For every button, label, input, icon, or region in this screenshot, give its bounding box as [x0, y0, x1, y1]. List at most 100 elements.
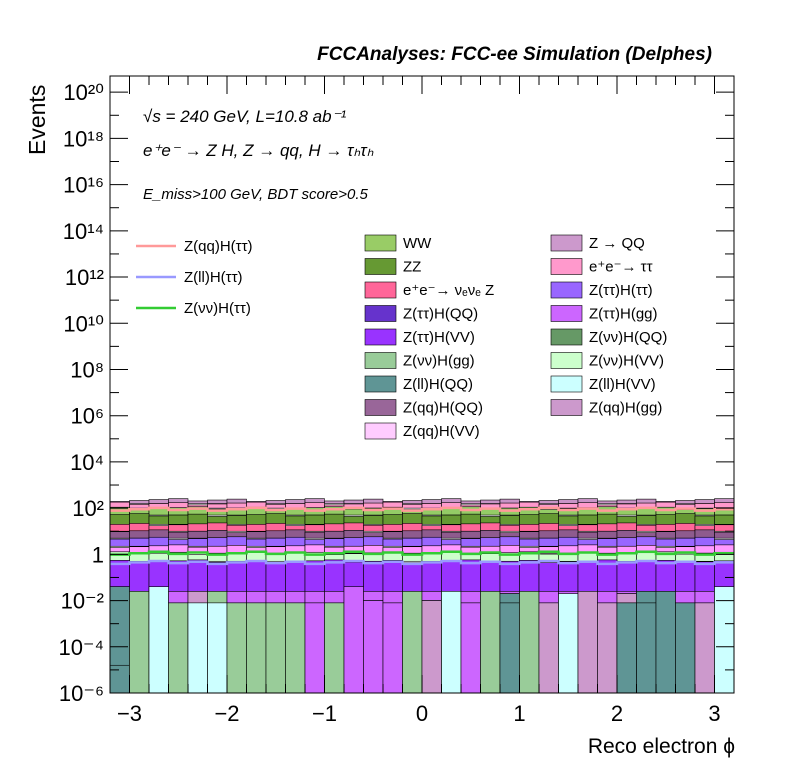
stack-bar [694, 536, 715, 547]
stack-bar [480, 591, 501, 694]
legend-label: Z(ττ)H(ττ) [589, 282, 653, 299]
stack-bar [460, 530, 481, 539]
y-tick-label: 10¹⁸ [63, 126, 104, 151]
stack-bar [616, 561, 637, 592]
stack-bar [109, 531, 130, 539]
annotation-cuts: E_miss>100 GeV, BDT score>0.5 [143, 186, 368, 203]
stack-bar [226, 524, 247, 532]
stack-bar [324, 523, 345, 532]
y-tick-label: 10⁻⁴ [58, 635, 104, 660]
stack-bar [363, 536, 384, 547]
y-tick-label: 10⁶ [70, 404, 104, 429]
stack-bar [519, 531, 540, 539]
stack-bar [304, 514, 325, 525]
stack-bar [168, 602, 189, 694]
x-tick-label: −3 [117, 701, 142, 726]
stack-bar [558, 536, 579, 547]
stack-bar [460, 523, 481, 532]
stack-bar [402, 546, 423, 554]
stack-bar [265, 553, 286, 562]
y-tick-label: 10¹⁰ [63, 311, 104, 336]
stack-bar [363, 502, 384, 509]
chart-title: FCCAnalyses: FCC-ee Simulation (Delphes) [317, 44, 712, 65]
stack-bar [636, 602, 657, 694]
stack-bar [519, 524, 540, 532]
annotation-energy: √s = 240 GeV, L=10.8 ab⁻¹ [143, 107, 347, 126]
stack-bar [246, 591, 267, 604]
stack-bar [480, 499, 501, 504]
stack-bar [655, 524, 676, 532]
y-axis-label: Events [24, 85, 50, 155]
stack-bar [187, 602, 208, 694]
legend-label: Z(qq)H(gg) [589, 400, 662, 417]
x-axis-label: Reco electron ϕ [588, 735, 735, 758]
stack-bar [109, 538, 130, 547]
legend-label: e⁺e⁻→ νₑνₑ Z [403, 282, 494, 299]
legend-fill-swatch [550, 281, 583, 299]
stack-bar [226, 560, 247, 592]
stack-bar [343, 508, 364, 516]
legend-label: Z(ll)H(QQ) [403, 376, 473, 393]
stack-bar [675, 562, 696, 592]
stack-bar [363, 515, 384, 525]
stack-bar [460, 538, 481, 547]
stack-bar [577, 514, 598, 525]
stack-bar [168, 524, 189, 532]
stack-bar [421, 529, 442, 539]
legend-fill-swatch [364, 399, 397, 416]
x-tick-label: 1 [513, 701, 525, 726]
stack-bar [187, 559, 208, 592]
stack-bar [402, 523, 423, 532]
stack-bar [246, 538, 267, 547]
stack-bar [324, 538, 345, 547]
stack-bar [675, 602, 696, 694]
stack-bar [441, 524, 462, 532]
stack-bar [636, 560, 657, 592]
y-tick-label: 10¹⁴ [63, 219, 104, 244]
stack-bar [324, 506, 345, 516]
stack-bar [109, 551, 130, 562]
stack-bar [460, 591, 481, 604]
stack-bar [694, 499, 715, 504]
stack-bar [694, 503, 715, 509]
stack-bar [499, 524, 520, 532]
stack-bar [148, 529, 169, 539]
stack-bar [285, 536, 306, 547]
stack-bar [675, 513, 696, 525]
stack-bar [538, 500, 559, 504]
plot-area: −3 −2 −1 0 1 2 3 10⁻⁶ 10⁻⁴ 10⁻² 1 10² 10⁴ 10⁶ 10⁸ 10¹⁰ 1… [58, 75, 735, 726]
stacked-histogram [109, 498, 735, 694]
y-tick-label: 10⁴ [70, 450, 104, 475]
stack-bar [499, 502, 520, 509]
stack-bar [694, 591, 715, 604]
stack-bar [382, 602, 403, 694]
stack-bar [714, 531, 735, 539]
legend-fill-swatch [364, 422, 397, 440]
stack-bar [187, 500, 208, 504]
legend-fill-swatch [364, 281, 397, 299]
stack-bar [168, 544, 189, 554]
stack-bar [265, 562, 286, 592]
legend-fill-swatch [550, 305, 583, 322]
stack-bar [421, 515, 442, 525]
stack-bar [207, 503, 228, 509]
axes: −3 −2 −1 0 1 2 3 10⁻⁶ 10⁻⁴ 10⁻² 1 10² 10⁴ 10⁶ 10⁸ 10¹⁰ 1… [58, 76, 735, 726]
stack-bar [499, 536, 520, 547]
y-tick-label: 1 [92, 542, 104, 567]
stack-bar [324, 591, 345, 604]
stack-bar [148, 586, 169, 694]
legend-fill-swatch [550, 375, 583, 393]
stack-bar [285, 515, 306, 525]
stack-bar [402, 562, 423, 592]
stack-bar [285, 591, 306, 604]
stack-bar [499, 545, 520, 554]
legend-fill-swatch [550, 234, 583, 252]
stack-bar [597, 513, 618, 525]
stack-bar [441, 591, 462, 694]
stack-bar [304, 602, 325, 694]
stack-bar [382, 560, 403, 592]
legend-label: Z → QQ [589, 235, 645, 252]
legend-label: Z(ττ)H(VV) [403, 329, 475, 346]
stack-bar [304, 502, 325, 509]
legend-label: e⁺e⁻→ ττ [589, 259, 653, 276]
